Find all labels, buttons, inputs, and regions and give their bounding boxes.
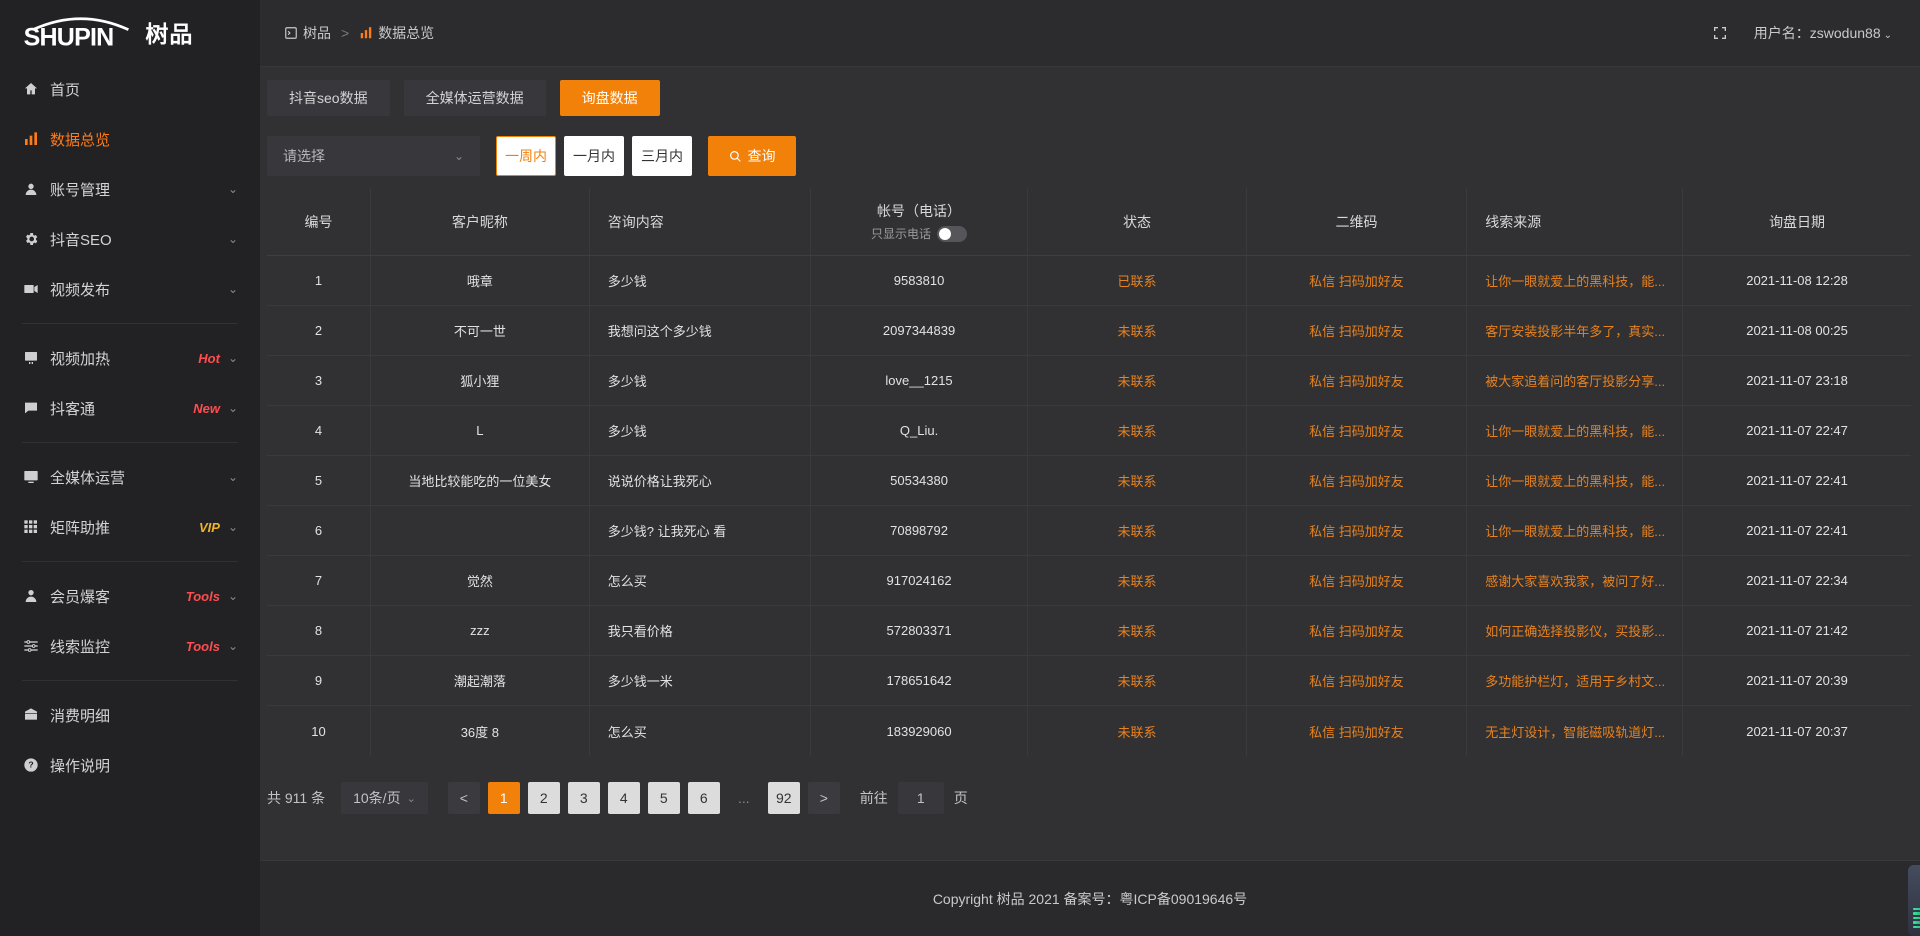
svg-text:?: ?	[28, 760, 33, 770]
svg-text:SHUPIN: SHUPIN	[24, 23, 114, 50]
